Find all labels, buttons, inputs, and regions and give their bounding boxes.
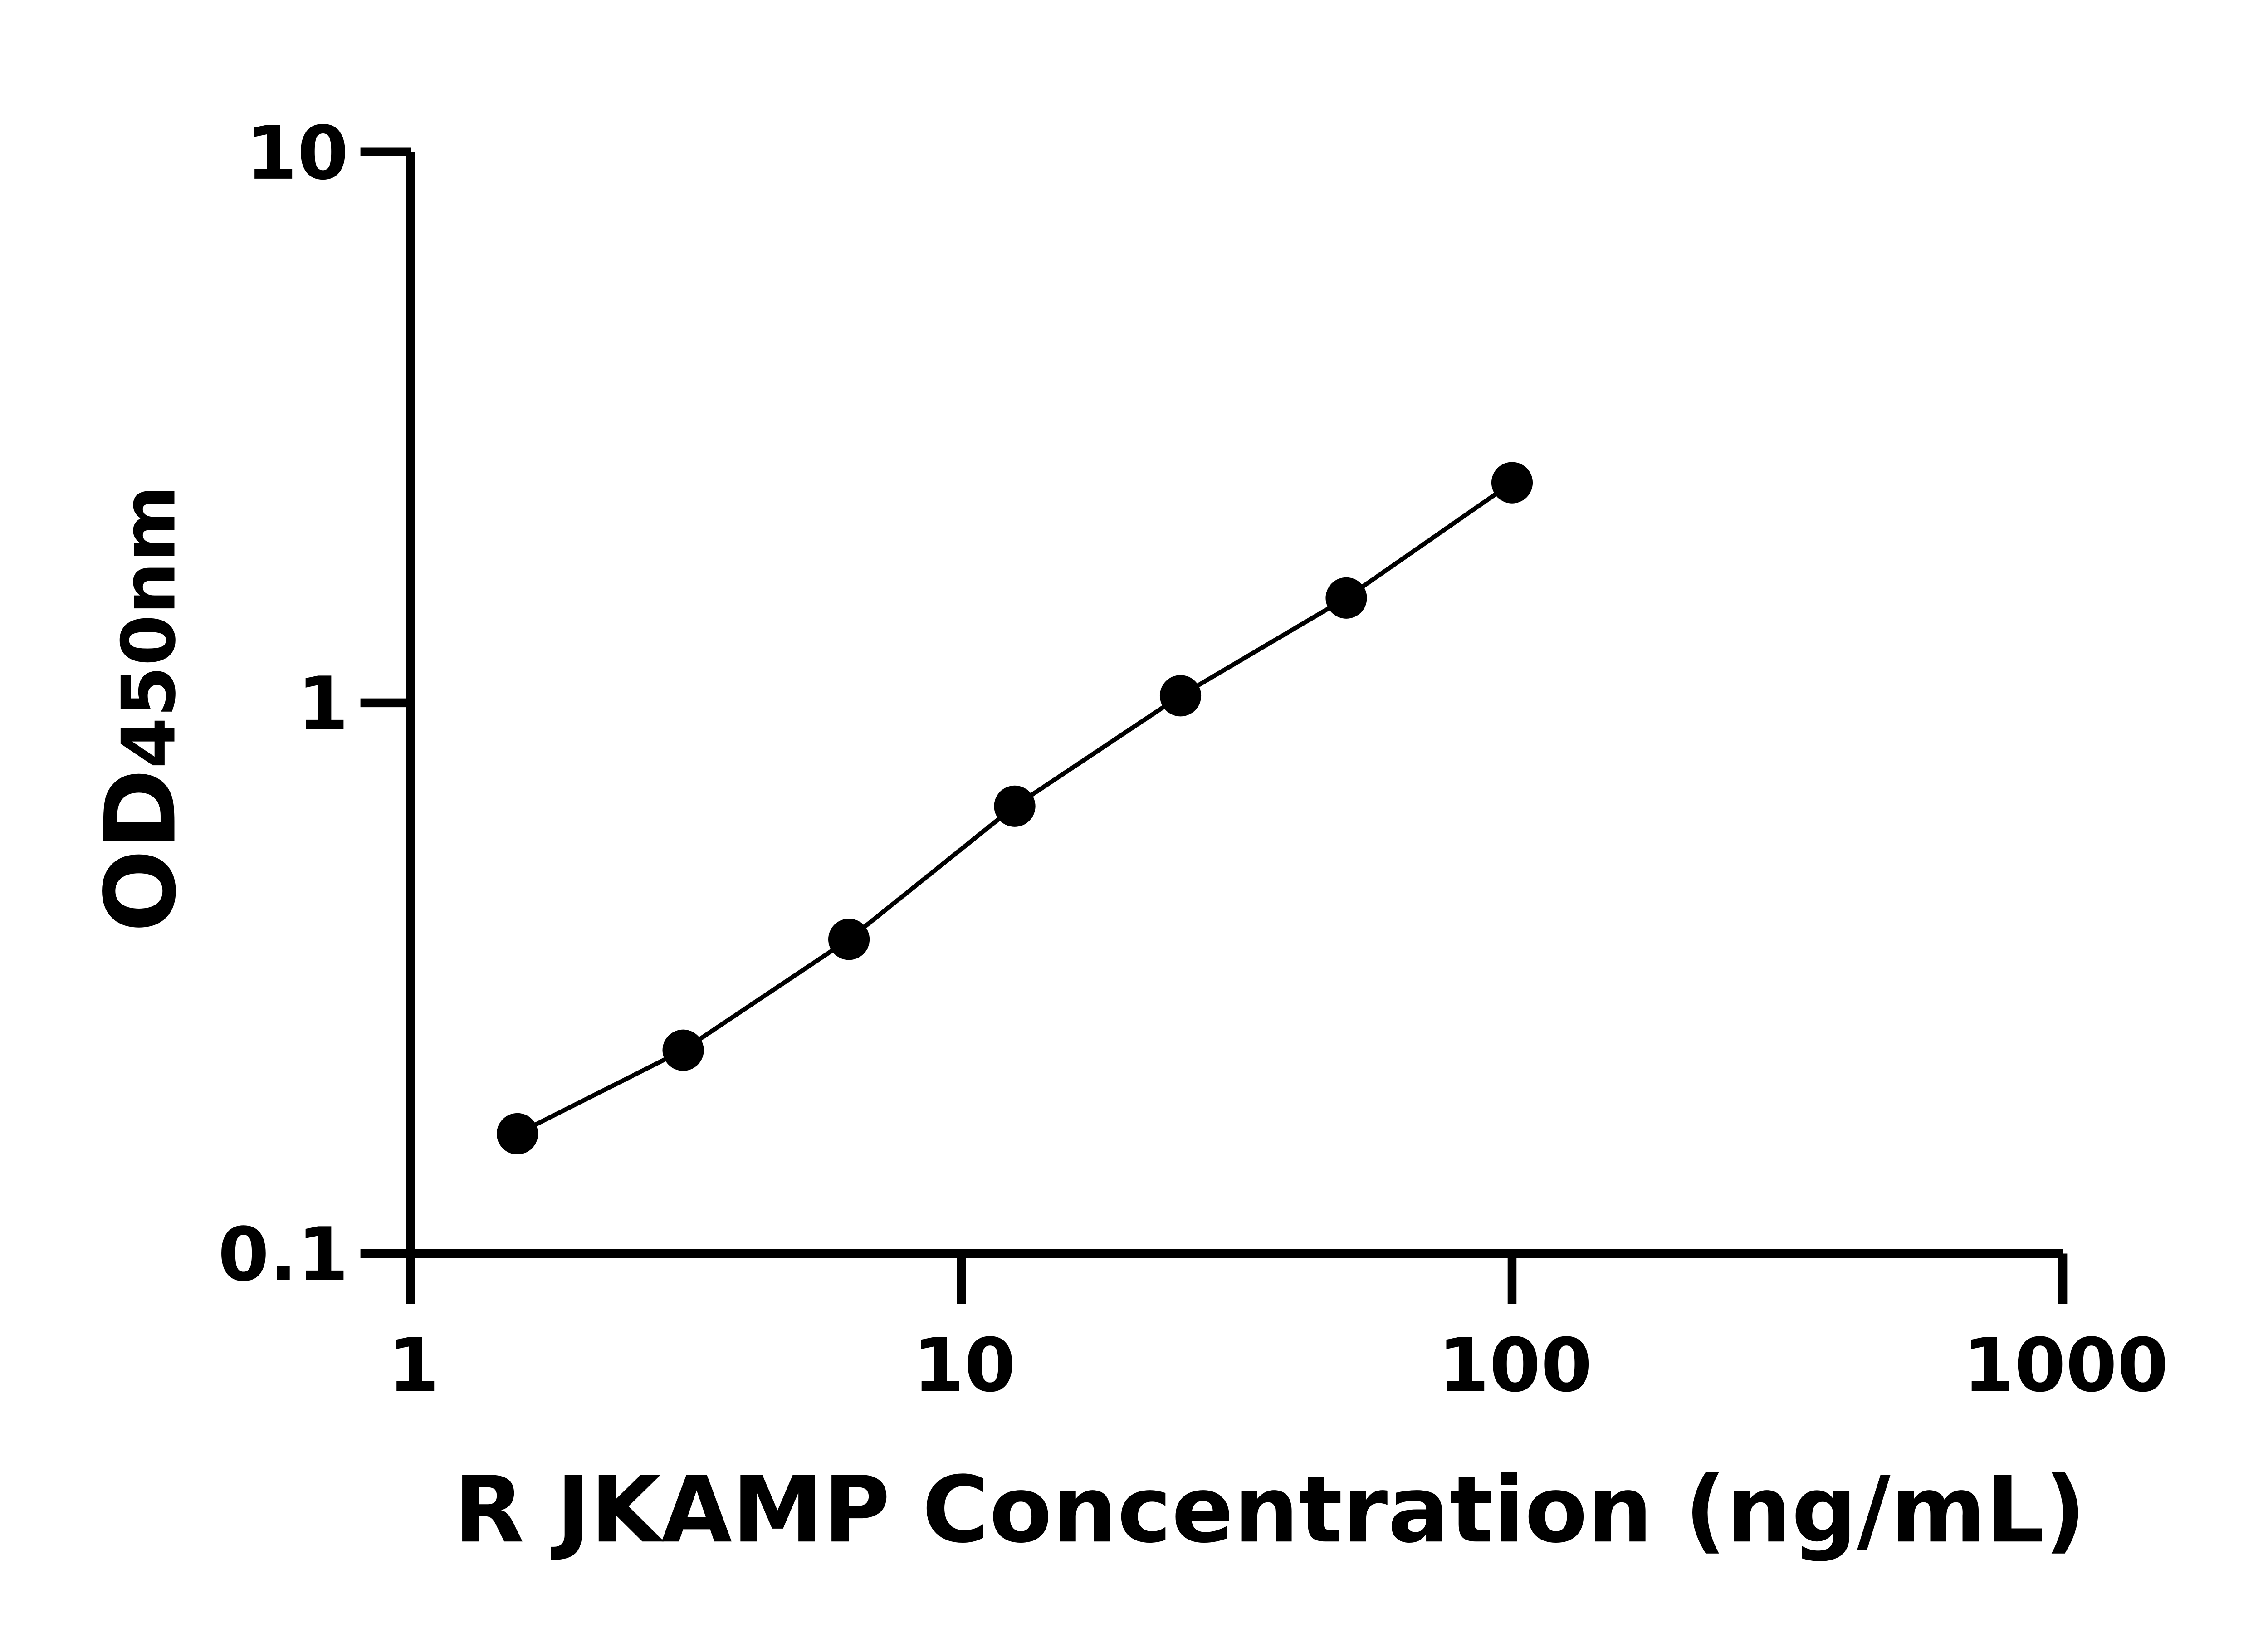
data-point — [662, 1029, 704, 1071]
y-tick-label: 0.1 — [218, 1212, 348, 1298]
data-point — [1159, 675, 1202, 717]
data-marks — [497, 462, 1533, 1154]
data-point — [497, 1113, 538, 1154]
y-axis-label: OD450nm — [84, 485, 197, 932]
y-axis-label-sub: 450nm — [106, 485, 192, 768]
x-tick-label: 10 — [913, 1323, 1016, 1408]
y-tick-label: 1 — [297, 661, 348, 747]
x-tick-label: 1 — [388, 1323, 439, 1408]
y-tick-label: 10 — [246, 111, 348, 196]
x-axis-label: R JKAMP Concentration (ng/mL) — [454, 1457, 2086, 1563]
data-point — [994, 785, 1036, 827]
data-point — [1325, 577, 1367, 619]
data-point — [828, 919, 870, 960]
data-point — [1491, 462, 1533, 504]
x-tick-label: 1000 — [1963, 1323, 2169, 1408]
x-tick-label: 100 — [1438, 1323, 1592, 1408]
y-axis-label-main: OD — [84, 768, 197, 932]
axes: 1 10 100 1000 0.1 1 10 — [218, 111, 2168, 1408]
